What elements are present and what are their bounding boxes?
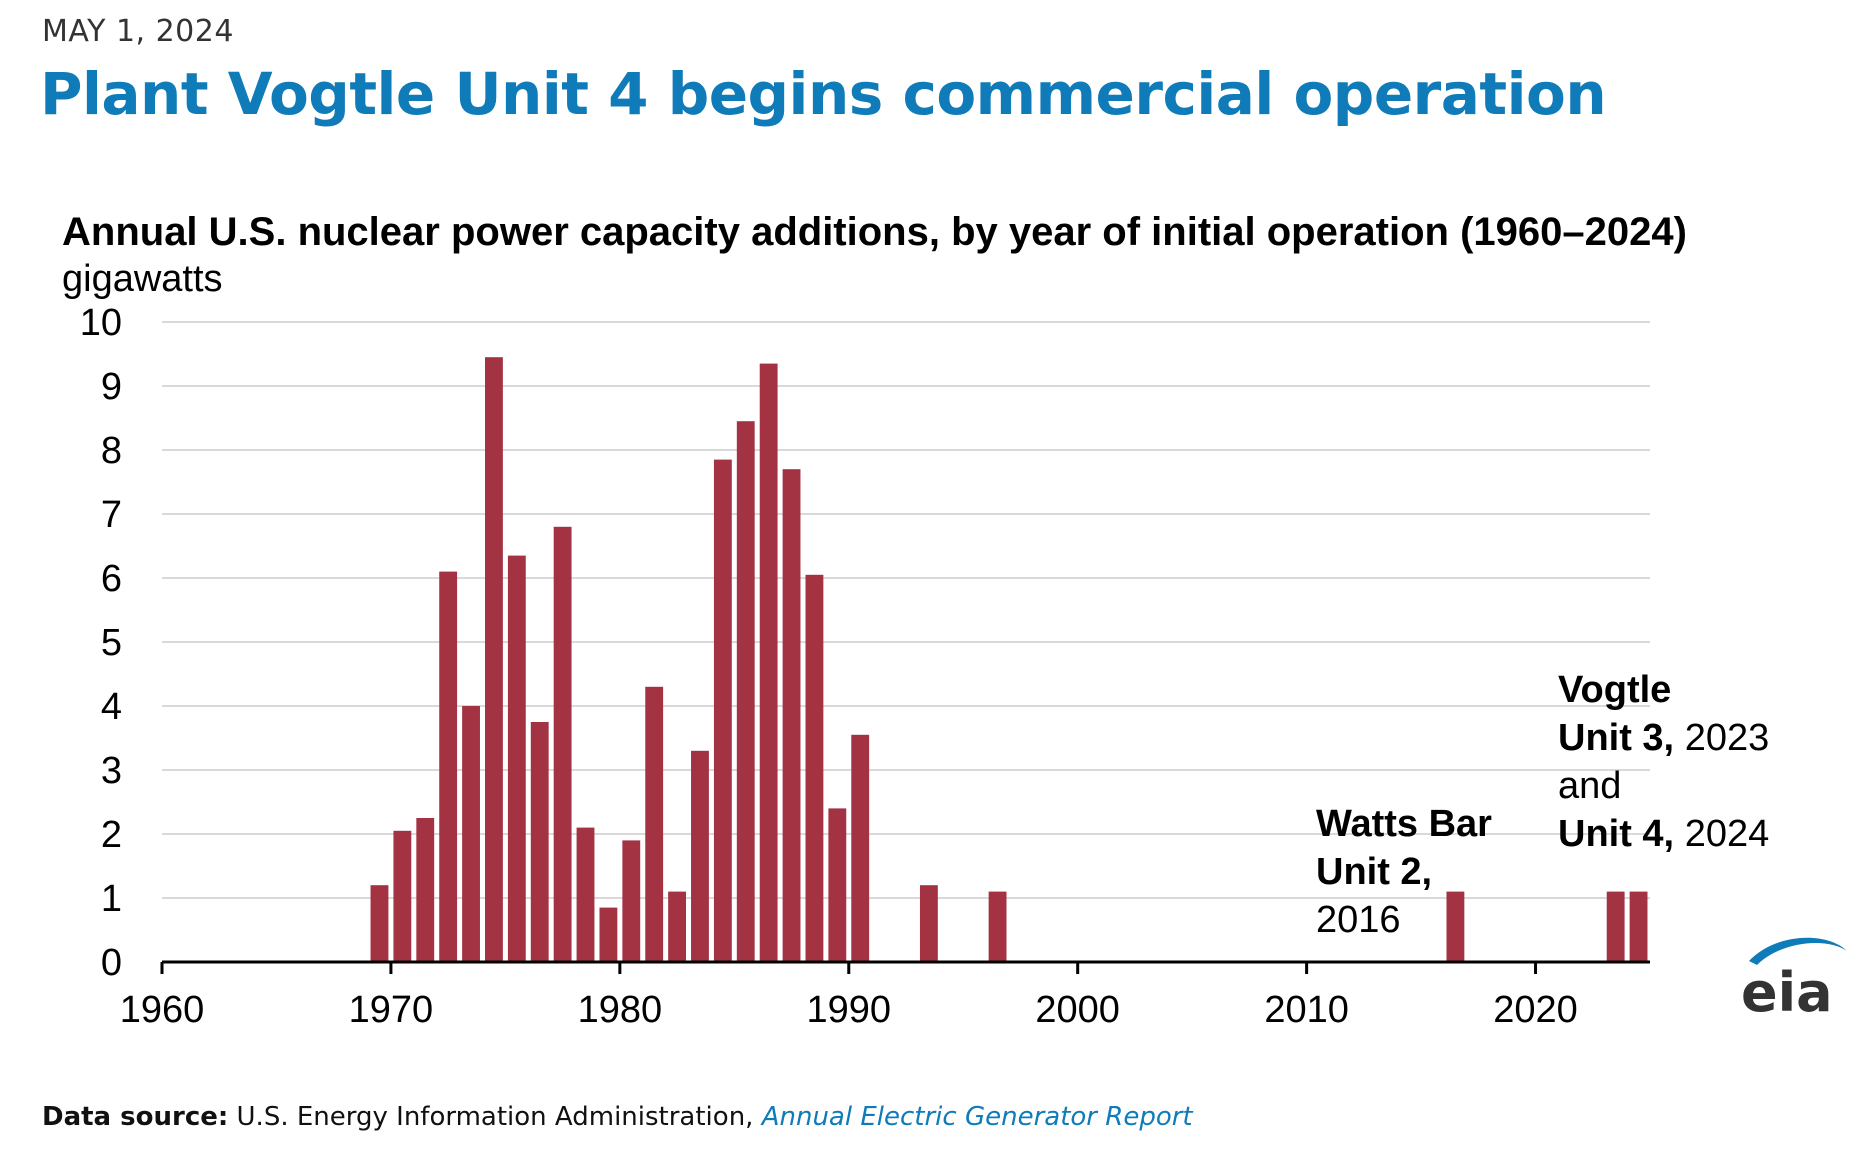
- y-tick-labels: 0 1 2 3 4 5 6 7 8 9 10: [80, 302, 122, 984]
- bar: [1629, 891, 1648, 962]
- bar: [828, 808, 847, 962]
- bar: [393, 830, 412, 962]
- y-tick-label: 10: [80, 302, 122, 344]
- watts-bar-annotation: Watts Bar Unit 2, 2016: [1316, 800, 1492, 944]
- vogtle-unit4: Unit 4,: [1558, 813, 1675, 855]
- y-tick-label: 3: [101, 750, 122, 792]
- x-tick-label: 2010: [1264, 989, 1349, 1031]
- x-tick-label: 1970: [349, 989, 434, 1031]
- bar: [416, 818, 435, 962]
- y-tick-label: 8: [101, 430, 122, 472]
- watts-bar-year: 2016: [1316, 899, 1401, 941]
- bar: [1446, 891, 1465, 962]
- x-axis: [160, 960, 1650, 974]
- date: MAY 1, 2024: [42, 14, 234, 49]
- y-tick-label: 2: [101, 814, 122, 856]
- watts-bar-unit: Unit 2,: [1316, 851, 1433, 893]
- y-tick-label: 6: [101, 558, 122, 600]
- x-tick-label: 2000: [1035, 989, 1120, 1031]
- eia-logo-swoosh-icon: [1749, 937, 1847, 965]
- data-source: Data source: U.S. Energy Information Adm…: [42, 1102, 1193, 1132]
- bar: [851, 734, 870, 962]
- y-tick-label: 0: [101, 942, 122, 984]
- vogtle-unit3: Unit 3,: [1558, 717, 1675, 759]
- x-tick-label: 2020: [1493, 989, 1578, 1031]
- bar: [988, 891, 1007, 962]
- watts-bar-name: Watts Bar: [1316, 803, 1492, 845]
- bar: [645, 686, 664, 962]
- bar: [553, 526, 572, 962]
- bar: [805, 574, 824, 962]
- bar: [736, 421, 755, 962]
- bar: [1606, 891, 1625, 962]
- bar: [668, 891, 687, 962]
- y-tick-label: 9: [101, 366, 122, 408]
- y-tick-label: 4: [101, 686, 122, 728]
- bar: [576, 827, 595, 962]
- y-tick-label: 7: [101, 494, 122, 536]
- vogtle-and: and: [1558, 765, 1622, 807]
- x-tick-labels: 1960 1970 1980 1990 2000 2010 2020: [120, 989, 1578, 1031]
- chart-title: Annual U.S. nuclear power capacity addit…: [62, 210, 1687, 254]
- bar: [919, 885, 938, 962]
- bar: [439, 571, 458, 962]
- bars: [370, 357, 1648, 963]
- bar: [599, 907, 618, 962]
- bar: [782, 469, 801, 962]
- y-tick-label: 1: [101, 878, 122, 920]
- vogtle-unit4-year: 2024: [1684, 813, 1770, 855]
- x-tick-label: 1980: [578, 989, 663, 1031]
- bar: [759, 363, 778, 963]
- bar: [530, 722, 549, 962]
- bar: [622, 840, 641, 962]
- bar: [507, 555, 526, 962]
- source-report-link[interactable]: Annual Electric Generator Report: [761, 1102, 1193, 1132]
- x-tick-label: 1960: [120, 989, 205, 1031]
- source-org: U.S. Energy Information Administration,: [236, 1102, 754, 1132]
- y-tick-label: 5: [101, 622, 122, 664]
- bar: [713, 459, 732, 962]
- headline: Plant Vogtle Unit 4 begins commercial op…: [40, 60, 1607, 128]
- bar: [691, 750, 709, 962]
- eia-logo-text: eia: [1741, 961, 1833, 1024]
- eia-logo: eia: [1741, 937, 1847, 1024]
- vogtle-annotation: Vogtle Unit 3, 2023 and Unit 4, 2024: [1558, 666, 1769, 858]
- bar: [462, 706, 480, 962]
- x-tick-label: 1990: [806, 989, 891, 1031]
- vogtle-unit3-year: 2023: [1684, 717, 1770, 759]
- source-label: Data source:: [42, 1102, 229, 1132]
- gridlines: [162, 321, 1650, 899]
- y-axis-units: gigawatts: [62, 258, 223, 300]
- bar: [485, 357, 503, 962]
- bar: [370, 885, 389, 962]
- vogtle-name: Vogtle: [1558, 669, 1672, 711]
